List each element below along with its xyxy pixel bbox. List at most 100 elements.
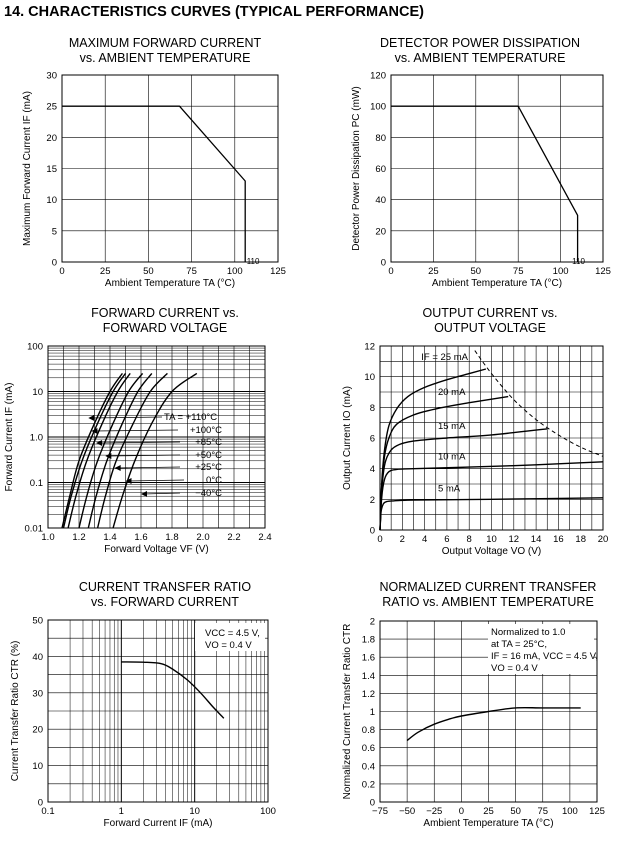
chart-3-annotation-label: +100°C	[190, 425, 222, 436]
chart-2-x-tick-label: 75	[513, 266, 524, 277]
chart-4-x-tick-label: 10	[486, 534, 497, 545]
chart-4-x-tick-label: 20	[598, 534, 609, 545]
chart-5-y-tick-label: 0	[38, 798, 43, 809]
chart-3-annotation-leader	[143, 492, 181, 495]
chart-6-y-tick-label: 0.4	[362, 761, 375, 772]
chart-6-x-tick-label: 100	[562, 806, 578, 817]
chart-4-y-tick-label: 0	[370, 526, 375, 537]
chart-5-x-axis-label: Forward Current IF (mA)	[104, 818, 213, 829]
chart-4-y-tick-label: 6	[370, 434, 375, 445]
chart-6-y-tick-label: 0.2	[362, 779, 375, 790]
chart-3-y-tick-label: 0.1	[30, 478, 43, 489]
chart-4-series-line-1	[379, 368, 487, 531]
chart-2-y-tick-label: 60	[375, 164, 386, 175]
chart-3-title: FORWARD CURRENT vs. FORWARD VOLTAGE	[20, 306, 310, 336]
chart-3-annotation-label: TA = +110°C	[164, 412, 217, 423]
chart-6-x-axis-label: Ambient Temperature TA (°C)	[423, 818, 553, 829]
chart-3-x-tick-label: 1.6	[134, 532, 147, 543]
chart-5-annotation-label: VCC = 4.5 V,	[205, 628, 260, 639]
chart-3-annotation-arrow	[96, 440, 103, 446]
page-title: 14. CHARACTERISTICS CURVES (TYPICAL PERF…	[4, 4, 425, 20]
chart-3-series-line-4	[78, 372, 144, 529]
chart-4-x-tick-label: 18	[575, 534, 586, 545]
chart-2-y-tick-label: 40	[375, 195, 386, 206]
chart-2-x-tick-label: 100	[553, 266, 569, 277]
chart-3-x-tick-label: 1.2	[72, 532, 85, 543]
chart-6-title-line2: RATIO vs. AMBIENT TEMPERATURE	[382, 595, 594, 609]
chart-3-annotation-leader	[91, 416, 163, 419]
chart-2-title: DETECTOR POWER DISSIPATION vs. AMBIENT T…	[345, 36, 615, 66]
chart-6-annotation-bg	[488, 624, 594, 674]
chart-1-x-tick-label: 50	[143, 266, 154, 277]
chart-6-annotation-label: at TA = 25°C,	[491, 639, 547, 650]
chart-4-title: OUTPUT CURRENT vs. OUTPUT VOLTAGE	[345, 306, 626, 336]
chart-4-annotation-label: IF = 25 mA	[421, 352, 468, 363]
chart-4-title-line1: OUTPUT CURRENT vs.	[422, 306, 558, 320]
chart-4-x-tick-label: 0	[377, 534, 382, 545]
chart-3-x-tick-label: 2.0	[196, 532, 209, 543]
chart-1-y-tick-label: 30	[46, 71, 57, 82]
chart-5-title: CURRENT TRANSFER RATIO vs. FORWARD CURRE…	[20, 580, 310, 610]
chart-6-annotation-label: VO = 0.4 V	[491, 663, 538, 674]
chart-3-frame	[47, 345, 266, 529]
chart-3-series-line-7	[112, 372, 198, 529]
chart-1-y-tick-label: 0	[52, 258, 57, 269]
chart-5-y-tick-label: 20	[32, 725, 43, 736]
chart-2-x-tick-label: 125	[595, 266, 611, 277]
chart-3-x-tick-label: 2.4	[258, 532, 271, 543]
chart-6-x-tick-label: 75	[537, 806, 548, 817]
chart-1-y-axis-label: Maximum Forward Current IF (mA)	[22, 91, 33, 246]
chart-4-x-tick-label: 2	[400, 534, 405, 545]
chart-4-y-tick-label: 2	[370, 495, 375, 506]
chart-4-y-tick-label: 8	[370, 403, 375, 414]
chart-6-annotation-label: IF = 16 mA, VCC = 4.5 V,	[491, 651, 598, 662]
chart-3-annotation-label: +50°C	[195, 450, 222, 461]
chart-3-annotation-arrow	[114, 465, 121, 471]
chart-6-y-tick-label: 1.4	[362, 671, 375, 682]
chart-3-annotation-leader	[128, 479, 185, 482]
chart-3-y-axis-label: Forward Current IF (mA)	[4, 383, 15, 492]
chart-3-y-tick-label: 10	[32, 387, 43, 398]
chart-6-x-tick-label: 50	[510, 806, 521, 817]
chart-3-annotation-leader	[94, 429, 179, 432]
chart-3-x-tick-label: 1.4	[103, 532, 116, 543]
chart-1-y-tick-label: 10	[46, 195, 57, 206]
chart-6-x-tick-label: 125	[589, 806, 605, 817]
chart-3-annotation-label: 0°C	[206, 475, 222, 486]
chart-4-x-axis-label: Output Voltage VO (V)	[442, 546, 542, 557]
chart-4-y-axis-label: Output Current IO (mA)	[342, 386, 353, 490]
chart-3-annotation-label: −40°C	[195, 488, 222, 499]
chart-4-y-tick-label: 10	[364, 372, 375, 383]
chart-2-x-axis-label: Ambient Temperature TA (°C)	[432, 278, 562, 289]
chart-6-title-line1: NORMALIZED CURRENT TRANSFER	[379, 580, 597, 594]
chart-1-x-tick-label: 75	[186, 266, 197, 277]
chart-3-series-line-3	[67, 372, 131, 529]
chart-4-x-tick-label: 14	[531, 534, 542, 545]
chart-1-y-tick-label: 20	[46, 133, 57, 144]
chart-2-frame	[390, 74, 604, 263]
chart-5-frame	[47, 619, 269, 803]
chart-6-annotation-label: Normalized to 1.0	[491, 627, 565, 638]
chart-5-y-tick-label: 40	[32, 652, 43, 663]
chart-6-x-tick-label: −50	[399, 806, 415, 817]
chart-3-annotation-arrow	[91, 428, 98, 434]
chart-6-x-tick-label: 25	[483, 806, 494, 817]
chart-5-annotation-bg	[195, 623, 265, 651]
chart-5-y-tick-label: 30	[32, 688, 43, 699]
chart-4-annotation-label: 10 mA	[438, 451, 466, 462]
chart-3-annotation-leader	[99, 441, 181, 444]
chart-1-frame	[61, 74, 279, 263]
chart-4-series-line-4	[379, 461, 604, 531]
chart-4-frame	[379, 345, 604, 531]
chart-2-y-tick-label: 100	[370, 102, 386, 113]
chart-2-x-tick-label: 25	[428, 266, 439, 277]
chart-4-x-tick-label: 8	[467, 534, 472, 545]
chart-6-series-line	[406, 706, 581, 742]
chart-5-x-tick-label: 100	[260, 806, 276, 817]
chart-1-derating-line	[62, 105, 246, 262]
chart-1-y-tick-label: 25	[46, 102, 57, 113]
chart-5-y-tick-label: 10	[32, 761, 43, 772]
chart-3-x-tick-label: 1.8	[165, 532, 178, 543]
chart-3-annotation-arrow	[141, 491, 147, 497]
